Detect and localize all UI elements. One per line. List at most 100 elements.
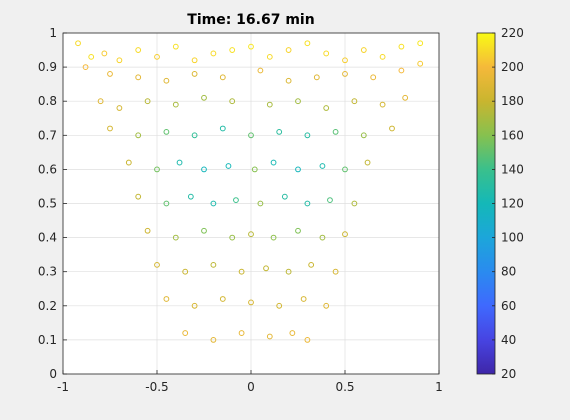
scatter-point <box>135 132 142 139</box>
scatter-point <box>144 98 151 105</box>
scatter-point <box>323 302 330 309</box>
colorbar-tick-label: 120 <box>501 197 524 211</box>
scatter-point <box>107 125 113 132</box>
scatter-point <box>238 268 245 275</box>
scatter-point <box>248 132 254 139</box>
scatter-point <box>304 132 311 139</box>
scatter-point <box>191 57 198 64</box>
scatter-point <box>398 43 405 50</box>
scatter-point <box>201 166 207 173</box>
y-tick-label: 0.4 <box>38 231 57 245</box>
scatter-point <box>285 268 292 275</box>
x-tick-label: 0 <box>247 380 255 394</box>
scatter-point <box>182 268 189 275</box>
y-tick-label: 0.1 <box>38 333 57 347</box>
scatter-point <box>276 302 283 309</box>
chart-title: Time: 16.67 min <box>187 12 314 28</box>
scatter-point <box>210 50 217 57</box>
y-tick-label: 0.8 <box>38 94 57 108</box>
scatter-point <box>257 67 264 74</box>
scatter-point <box>379 53 386 60</box>
scatter-point <box>172 234 179 241</box>
scatter-point <box>379 101 386 108</box>
scatter-point <box>172 101 179 108</box>
scatter-point <box>389 125 395 132</box>
colorbar-tick-label: 80 <box>501 265 516 279</box>
scatter-point <box>135 193 142 200</box>
scatter-point <box>219 74 226 81</box>
scatter-point <box>201 94 207 101</box>
scatter-point <box>248 231 254 238</box>
scatter-point <box>163 128 170 135</box>
scatter-point <box>229 47 236 53</box>
scatter-point <box>398 67 405 74</box>
scatter-point <box>163 296 170 302</box>
y-tick-label: 0.7 <box>38 128 57 142</box>
colorbar: 20 40 60 80 100 120 140 160 180 200 220 <box>476 26 524 381</box>
colorbar-tick-label: 40 <box>501 333 516 347</box>
scatter-point <box>238 330 245 336</box>
scatter-point <box>351 98 358 105</box>
colorbar-ticks: 20 40 60 80 100 120 140 160 180 200 220 <box>492 26 524 381</box>
y-tick-label: 0.5 <box>38 197 57 211</box>
scatter-point <box>417 60 424 67</box>
scatter-point <box>101 50 108 57</box>
y-tick-label: 1 <box>49 26 57 40</box>
x-tick-label: 0.5 <box>335 380 354 394</box>
scatter-point <box>163 200 170 207</box>
scatter-point <box>219 125 226 132</box>
scatter-point <box>342 231 348 238</box>
scatter-point <box>154 53 160 60</box>
scatter-point <box>323 105 330 111</box>
scatter-point <box>88 53 95 60</box>
y-tick-label: 0 <box>49 367 57 381</box>
scatter-point <box>251 166 258 173</box>
scatter-point <box>323 50 330 57</box>
scatter-point <box>229 234 236 241</box>
y-tick-label: 0.2 <box>38 299 57 313</box>
scatter-point <box>191 71 198 77</box>
scatter-point <box>263 265 269 272</box>
scatter-point <box>304 40 311 47</box>
scatter-point <box>97 98 104 105</box>
colorbar-tick-label: 100 <box>501 231 524 245</box>
scatter-point <box>417 40 424 47</box>
scatter-point <box>313 74 320 81</box>
x-tick-label: 1 <box>435 380 443 394</box>
scatter-point <box>135 74 142 81</box>
scatter-point <box>295 98 301 105</box>
scatter-point <box>270 234 277 241</box>
scatter-point <box>225 163 232 169</box>
colorbar-tick-label: 180 <box>501 94 524 108</box>
scatter-point <box>210 200 217 207</box>
colorbar-tick-label: 60 <box>501 299 516 313</box>
scatter-point <box>176 159 183 166</box>
x-axis: -1 -0.5 0 0.5 1 <box>57 370 443 394</box>
scatter-point <box>402 94 409 101</box>
scatter-point <box>304 337 311 343</box>
scatter-point <box>191 302 198 309</box>
scatter-point <box>360 132 367 139</box>
scatter-point <box>281 193 288 200</box>
scatter-point <box>332 128 339 135</box>
scatter-point <box>154 261 160 268</box>
scatter-point <box>116 57 123 64</box>
scatter-point <box>285 77 292 84</box>
scatter-point <box>319 163 326 169</box>
scatter-point <box>144 227 151 234</box>
scatter-point <box>327 197 333 203</box>
colorbar-tick-label: 220 <box>501 26 524 40</box>
scatter-point <box>319 234 326 241</box>
scatter-point <box>210 261 217 268</box>
x-tick-label: -0.5 <box>145 380 168 394</box>
colorbar-tick-label: 200 <box>501 60 524 74</box>
scatter-point <box>370 74 377 81</box>
scatter-point <box>308 261 315 268</box>
scatter-point <box>187 193 194 200</box>
scatter-point <box>342 166 348 173</box>
colorbar-tick-label: 20 <box>501 367 516 381</box>
scatter-point <box>75 40 81 47</box>
scatter-point <box>295 166 301 173</box>
scatter-point <box>266 333 273 340</box>
scatter-point <box>172 43 179 50</box>
